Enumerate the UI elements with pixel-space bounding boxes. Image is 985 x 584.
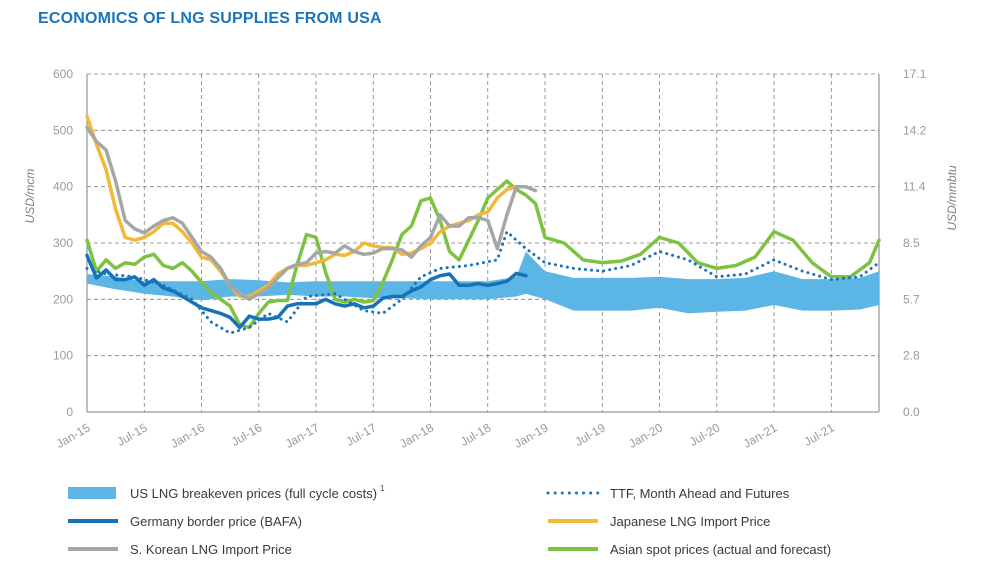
x-tick-label: Jul-20 xyxy=(687,420,723,449)
x-tick-label: Jan-20 xyxy=(626,420,665,451)
y-left-tick-label: 0 xyxy=(66,405,73,419)
x-tick-label: Jul-18 xyxy=(458,420,494,449)
breakeven-band xyxy=(87,251,879,314)
x-tick-label: Jan-16 xyxy=(168,420,207,451)
y-right-tick-label: 5.7 xyxy=(903,292,920,306)
x-tick-label: Jul-15 xyxy=(114,420,150,449)
y-right-tick-label: 11.4 xyxy=(903,180,926,194)
y-left-tick-label: 100 xyxy=(53,349,73,363)
y-right-tick-label: 17.1 xyxy=(903,67,927,81)
legend-label-ttf: TTF, Month Ahead and Futures xyxy=(610,486,790,501)
legend-swatch-band xyxy=(68,487,116,499)
legend-label-korea: S. Korean LNG Import Price xyxy=(130,542,292,557)
series-line-ttf xyxy=(85,230,881,335)
y-left-tick-label: 500 xyxy=(53,123,73,137)
legend-label-japan: Japanese LNG Import Price xyxy=(610,514,770,529)
legend-label-asian: Asian spot prices (actual and forecast) xyxy=(610,542,831,557)
legend-label-band: US LNG breakeven prices (full cycle cost… xyxy=(130,486,377,501)
x-tick-label: Jan-21 xyxy=(741,420,780,451)
x-tick-label: Jan-17 xyxy=(283,420,322,451)
x-tick-label: Jul-17 xyxy=(343,420,379,449)
legend-label-germany: Germany border price (BAFA) xyxy=(130,514,302,529)
y-right-axis-title: USD/mmbtu xyxy=(945,165,959,231)
y-left-tick-label: 600 xyxy=(53,67,73,81)
y-right-tick-label: 2.8 xyxy=(903,349,920,363)
x-tick-label: Jul-19 xyxy=(572,420,608,449)
series-line-asian xyxy=(85,179,881,330)
x-tick-label: Jan-15 xyxy=(54,420,93,451)
y-right-tick-label: 8.5 xyxy=(903,236,920,250)
y-left-tick-label: 400 xyxy=(53,180,73,194)
chart-title: ECONOMICS OF LNG SUPPLIES FROM USA xyxy=(38,10,382,27)
y-left-axis-title: USD/mcm xyxy=(23,169,37,224)
x-tick-label: Jul-16 xyxy=(229,420,265,449)
series-line-korea xyxy=(85,125,538,302)
x-tick-label: Jan-19 xyxy=(512,420,551,451)
x-tick-label: Jul-21 xyxy=(801,420,837,449)
y-right-tick-label: 0.0 xyxy=(903,405,920,419)
y-right-tick-label: 14.2 xyxy=(903,123,927,137)
series-line-japan xyxy=(85,114,519,299)
series-line-germany xyxy=(85,253,528,330)
y-left-tick-label: 200 xyxy=(53,292,73,306)
legend-superscript: 1 xyxy=(380,484,385,493)
x-tick-label: Jan-18 xyxy=(397,420,436,451)
y-left-tick-label: 300 xyxy=(53,236,73,250)
